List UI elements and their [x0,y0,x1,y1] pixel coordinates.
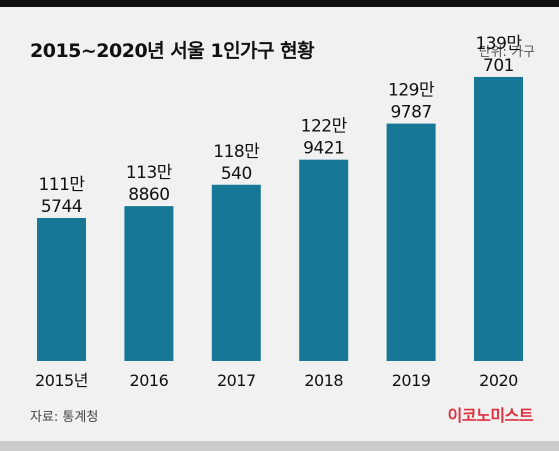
data-label-2017-line1: 118만 [213,142,260,162]
data-label-2015년-line1: 111만 [38,175,85,195]
x-tick-label-2015년: 2015년 [35,371,88,390]
bar-2018 [299,159,349,361]
data-label-2017-line2: 540 [221,164,252,184]
bar-2016 [124,206,174,361]
bottom-rule [0,441,559,451]
bar-2019 [386,123,436,361]
data-label-2020-line1: 139만 [475,34,522,54]
source-note: 자료: 통계청 [30,410,99,425]
data-label-2016-line2: 8860 [128,185,169,205]
x-tick-label-2016: 2016 [130,371,169,390]
x-tick-label-2018: 2018 [304,371,343,390]
bar-2020 [474,76,523,362]
data-label-2016-line1: 113만 [126,163,173,183]
publisher-logo: 이코노미스트 [447,406,534,425]
data-label-2018-line1: 122만 [301,117,348,137]
data-label-2019-line1: 129만 [388,81,435,101]
unit-label: 단위: 가구 [478,45,535,60]
bar-2015년 [37,218,86,361]
data-label-2015년-line2: 5744 [41,197,82,217]
x-tick-label-2019: 2019 [392,371,431,390]
data-label-2019-line2: 9787 [390,103,431,123]
x-tick-label-2017: 2017 [217,371,256,390]
data-label-2018-line2: 9421 [303,139,344,159]
top-rule [0,0,559,7]
chart-title: 2015~2020년 서울 1인가구 현황 [30,40,315,62]
bar-2017 [211,184,261,361]
data-label-2020-line2: 701 [483,56,514,76]
x-tick-label-2020: 2020 [479,371,518,390]
